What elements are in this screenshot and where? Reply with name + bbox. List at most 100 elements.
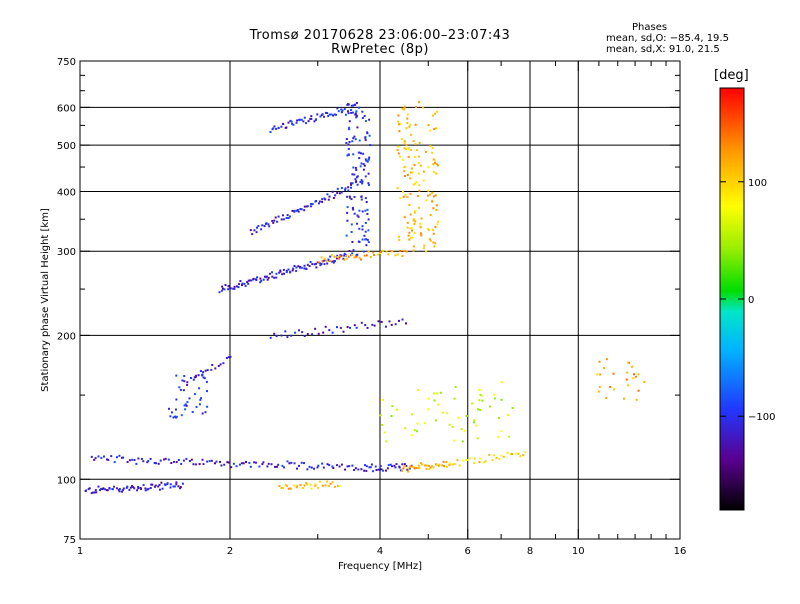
echo-point-t1-64 [249,465,252,468]
echo-point-t8-90 [332,261,335,264]
echo-point-t12-47 [415,106,417,109]
echo-point-t2-5 [287,487,290,490]
echo-point-t14-5 [286,336,289,339]
echo-point-t10-25 [307,120,310,123]
echo-point-t9-51 [328,195,331,198]
echo-point-t0-4 [90,492,93,495]
echo-point-t12-72 [402,195,405,198]
echo-point-t9-54 [334,194,337,197]
echo-point-t12-111 [431,151,434,154]
echo-point-t11-87 [355,116,358,119]
echo-point-t9-65 [350,182,353,185]
echo-point-t1-32 [170,462,173,464]
echo-point-t4-17 [425,467,428,470]
echo-point-t11-44 [346,211,349,214]
echo-point-t9-38 [309,205,312,208]
echo-point-t1-78 [286,460,289,463]
echo-point-t10-46 [337,110,340,113]
echo-point-t10-50 [343,108,346,111]
echo-point-t15-23 [453,439,456,442]
echo-point-t15-5 [476,437,479,440]
echo-point-t9-45 [321,198,324,201]
echo-point-t12-115 [422,247,425,250]
echo-point-t9-59 [340,187,343,189]
echo-point-t14-18 [331,331,334,334]
echo-point-t11-24 [364,230,367,233]
echo-point-t9-4 [256,226,258,229]
echo-point-t12-94 [434,226,437,228]
echo-point-t0-27 [121,489,124,492]
echo-point-t12-26 [409,177,412,180]
echo-point-t12-48 [396,149,399,151]
echo-point-t6-38 [206,390,208,393]
echo-point-t12-30 [403,105,406,108]
echo-point-t11-115 [364,238,367,241]
echo-point-t11-84 [348,195,351,198]
echo-point-t12-137 [404,165,407,168]
echo-point-t9-2 [253,229,256,232]
echo-point-t11-102 [360,198,363,201]
echo-point-t4-0 [401,469,403,472]
echo-point-t1-8 [110,455,113,458]
echo-point-t15-16 [496,436,499,439]
echo-point-t11-108 [356,214,359,217]
echo-point-t7-7 [199,370,202,372]
echo-point-t12-7 [404,175,406,177]
echo-point-t14-8 [298,329,300,332]
echo-point-t8-47 [279,270,282,273]
echo-point-t12-87 [425,151,427,153]
echo-point-t14-21 [342,330,345,333]
echo-point-t12-81 [414,209,417,212]
phase-stats-x: mean, sd,X: 91.0, 21.5 [606,44,720,55]
echo-point-t8-27 [252,277,255,280]
echo-point-t9-57 [338,192,341,195]
echo-point-t1-75 [277,463,280,466]
echo-point-t10-11 [285,126,288,129]
echo-point-t12-133 [414,123,417,126]
echo-point-t0-57 [164,484,167,487]
echo-point-t8-17 [241,282,244,285]
echo-point-t16-13 [633,373,635,376]
echo-point-t8-105 [351,252,354,255]
echo-point-t0-62 [172,485,175,488]
echo-point-t12-116 [418,184,421,187]
echo-point-t7-12 [211,364,214,366]
echo-point-t3-9 [377,468,380,471]
echo-point-t4-12 [417,464,420,467]
echo-point-t12-83 [429,239,432,242]
echo-point-t12-142 [398,155,401,158]
echo-point-t13-2 [321,260,324,263]
echo-point-t1-93 [322,466,325,469]
y-tick-label-100: 100 [57,475,76,486]
echo-point-t9-21 [282,218,285,221]
echo-point-t10-12 [287,121,290,124]
echo-point-t2-24 [327,485,330,488]
echo-point-t9-34 [303,209,306,212]
echo-point-t1-9 [113,461,116,464]
echo-point-t1-84 [300,461,303,464]
echo-point-t12-104 [428,238,431,241]
echo-point-t11-4 [358,209,361,212]
colorbar-tick-label-1: 0 [748,295,754,306]
echo-point-t12-24 [404,194,407,197]
echo-point-t1-85 [303,462,305,465]
echo-point-t11-70 [353,173,356,176]
echo-point-t1-59 [238,463,241,466]
echo-point-t13-39 [405,250,408,253]
echo-point-t12-56 [423,244,426,247]
echo-point-t12-35 [411,236,414,239]
echo-point-t13-15 [350,254,353,256]
echo-point-t12-59 [398,239,401,242]
echo-point-t1-45 [202,463,205,466]
echo-point-t16-22 [626,371,629,374]
echo-point-t15-1 [446,412,449,415]
echo-point-t3-7 [374,465,377,468]
echo-point-t12-68 [414,220,417,223]
echo-point-t0-65 [175,481,178,484]
echo-point-t11-118 [367,182,370,185]
echo-point-t11-117 [365,244,368,247]
echo-point-t0-32 [129,486,132,489]
echo-point-t4-9 [413,467,416,470]
echo-point-t7-9 [204,369,207,372]
echo-point-t11-29 [361,210,364,213]
